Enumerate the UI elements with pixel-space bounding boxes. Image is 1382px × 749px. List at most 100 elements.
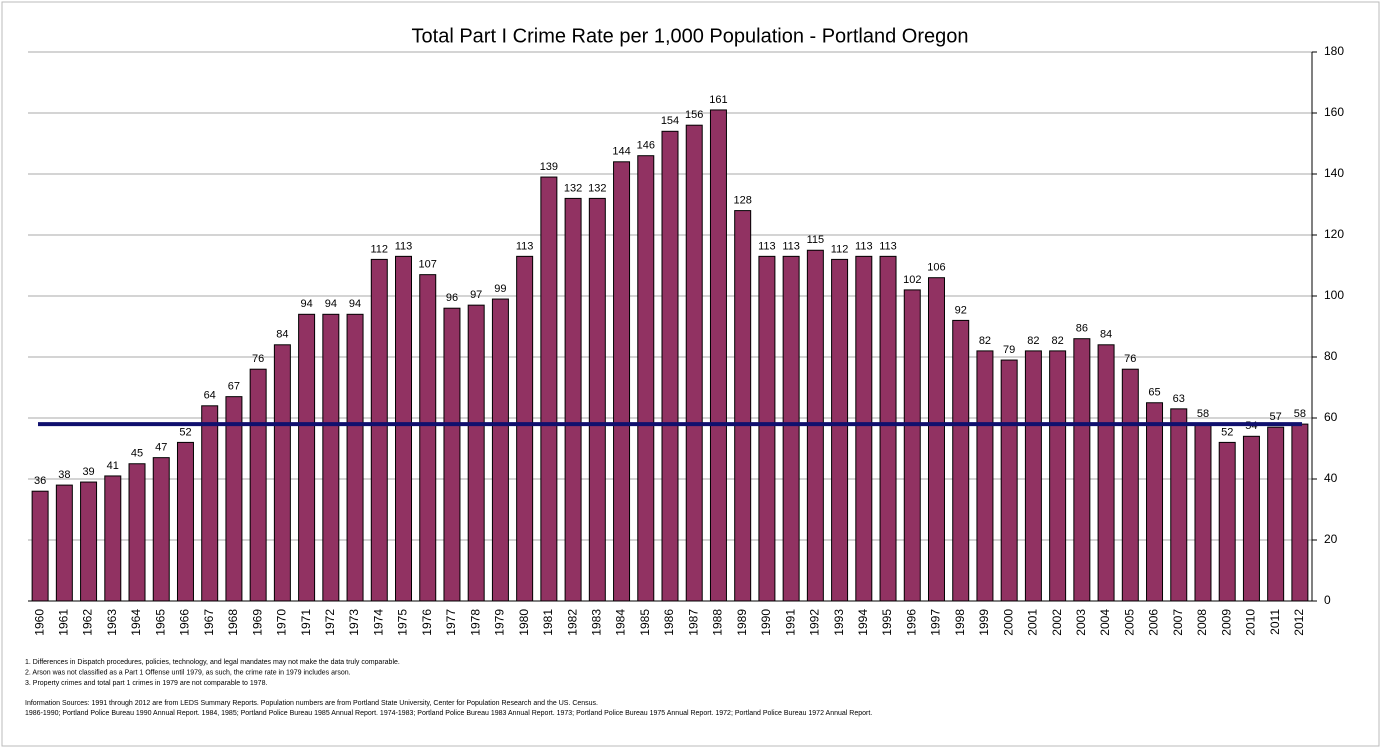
data-label: 76 bbox=[1124, 353, 1136, 365]
bar bbox=[443, 307, 461, 602]
data-label: 115 bbox=[807, 234, 825, 246]
y-tick-label: 60 bbox=[1324, 410, 1338, 424]
x-tick-label: 1989 bbox=[735, 609, 749, 636]
data-label: 79 bbox=[1003, 344, 1015, 356]
y-tick-label: 180 bbox=[1324, 44, 1344, 58]
data-label: 67 bbox=[228, 381, 240, 393]
bar bbox=[855, 255, 873, 602]
data-label: 65 bbox=[1148, 387, 1160, 399]
x-tick-label: 1963 bbox=[105, 609, 119, 636]
x-tick-label: 1977 bbox=[444, 609, 458, 636]
bar bbox=[467, 304, 485, 602]
x-tick-label: 2007 bbox=[1171, 609, 1185, 636]
y-tick-label: 120 bbox=[1324, 227, 1344, 241]
bar bbox=[613, 161, 631, 602]
x-tick-label: 1993 bbox=[832, 609, 846, 636]
x-tick-label: 1962 bbox=[81, 609, 95, 636]
bar bbox=[540, 176, 558, 602]
x-tick-label: 1979 bbox=[493, 609, 507, 636]
bar bbox=[1097, 344, 1115, 602]
x-tick-label: 1975 bbox=[396, 609, 410, 636]
x-tick-label: 1988 bbox=[711, 609, 725, 636]
y-tick-label: 20 bbox=[1324, 532, 1338, 546]
bar bbox=[1049, 350, 1067, 602]
x-tick-label: 1966 bbox=[178, 609, 192, 636]
data-label: 156 bbox=[685, 109, 703, 121]
data-label: 39 bbox=[82, 466, 94, 478]
x-tick-label: 1986 bbox=[662, 609, 676, 636]
data-label: 86 bbox=[1076, 323, 1088, 335]
bar bbox=[1024, 350, 1042, 602]
x-tick-label: 1964 bbox=[129, 609, 143, 636]
data-label: 112 bbox=[371, 243, 389, 255]
bar bbox=[1073, 338, 1091, 602]
data-label: 146 bbox=[637, 140, 655, 152]
bar bbox=[176, 441, 194, 602]
data-label: 94 bbox=[300, 298, 312, 310]
y-tick-label: 160 bbox=[1324, 105, 1344, 119]
data-label: 144 bbox=[612, 146, 630, 158]
bar bbox=[1121, 368, 1139, 602]
data-label: 107 bbox=[419, 259, 437, 271]
x-tick-label: 1980 bbox=[517, 609, 531, 636]
footnote: 3. Property crimes and total part 1 crim… bbox=[25, 680, 267, 687]
x-tick-label: 2010 bbox=[1244, 609, 1258, 636]
bar bbox=[31, 490, 49, 602]
y-tick-label: 40 bbox=[1324, 471, 1338, 485]
bar bbox=[1291, 423, 1309, 602]
x-tick-label: 2004 bbox=[1098, 609, 1112, 636]
bar bbox=[1267, 426, 1285, 602]
x-tick-label: 2005 bbox=[1122, 609, 1136, 636]
data-label: 106 bbox=[927, 262, 945, 274]
data-label: 112 bbox=[831, 243, 849, 255]
data-label: 64 bbox=[204, 390, 216, 402]
x-tick-label: 2009 bbox=[1219, 609, 1233, 636]
x-tick-label: 1999 bbox=[977, 609, 991, 636]
data-label: 82 bbox=[1051, 335, 1063, 347]
x-tick-label: 1976 bbox=[420, 609, 434, 636]
data-label: 82 bbox=[979, 335, 991, 347]
x-tick-label: 1967 bbox=[202, 609, 216, 636]
data-label: 113 bbox=[782, 240, 800, 252]
chart-title: Total Part I Crime Rate per 1,000 Popula… bbox=[412, 25, 969, 47]
bar bbox=[952, 319, 970, 602]
bar bbox=[1218, 441, 1236, 602]
x-tick-label: 1965 bbox=[153, 609, 167, 636]
data-label: 99 bbox=[494, 283, 506, 295]
bar bbox=[322, 313, 340, 602]
data-label: 113 bbox=[855, 240, 873, 252]
bar bbox=[104, 475, 122, 602]
data-label: 161 bbox=[709, 94, 727, 106]
bar bbox=[1194, 423, 1212, 602]
bar bbox=[927, 277, 945, 602]
data-label: 132 bbox=[588, 182, 606, 194]
bar bbox=[201, 405, 219, 602]
data-label: 132 bbox=[564, 182, 582, 194]
y-tick-label: 140 bbox=[1324, 166, 1344, 180]
y-tick-label: 80 bbox=[1324, 349, 1338, 363]
footnote: 2. Arson was not classified as a Part 1 … bbox=[25, 669, 351, 676]
bar bbox=[782, 255, 800, 602]
bar bbox=[709, 109, 727, 602]
x-tick-label: 1996 bbox=[904, 609, 918, 636]
data-label: 63 bbox=[1173, 393, 1185, 405]
x-tick-label: 2001 bbox=[1026, 609, 1040, 636]
data-label: 45 bbox=[131, 448, 143, 460]
x-tick-label: 1987 bbox=[686, 609, 700, 636]
x-tick-label: 1994 bbox=[856, 609, 870, 636]
x-tick-label: 1998 bbox=[953, 609, 967, 636]
x-tick-label: 2002 bbox=[1050, 609, 1064, 636]
data-label: 96 bbox=[446, 292, 458, 304]
x-tick-label: 2000 bbox=[1001, 609, 1015, 636]
x-tick-label: 1991 bbox=[783, 609, 797, 636]
bar bbox=[152, 457, 170, 602]
x-tick-label: 1968 bbox=[226, 609, 240, 636]
x-tick-label: 1974 bbox=[371, 609, 385, 636]
x-tick-label: 1983 bbox=[589, 609, 603, 636]
bar bbox=[298, 313, 316, 602]
bar bbox=[588, 197, 606, 602]
data-label: 97 bbox=[470, 289, 482, 301]
bar bbox=[976, 350, 994, 602]
data-label: 92 bbox=[955, 304, 967, 316]
data-label: 52 bbox=[179, 426, 191, 438]
